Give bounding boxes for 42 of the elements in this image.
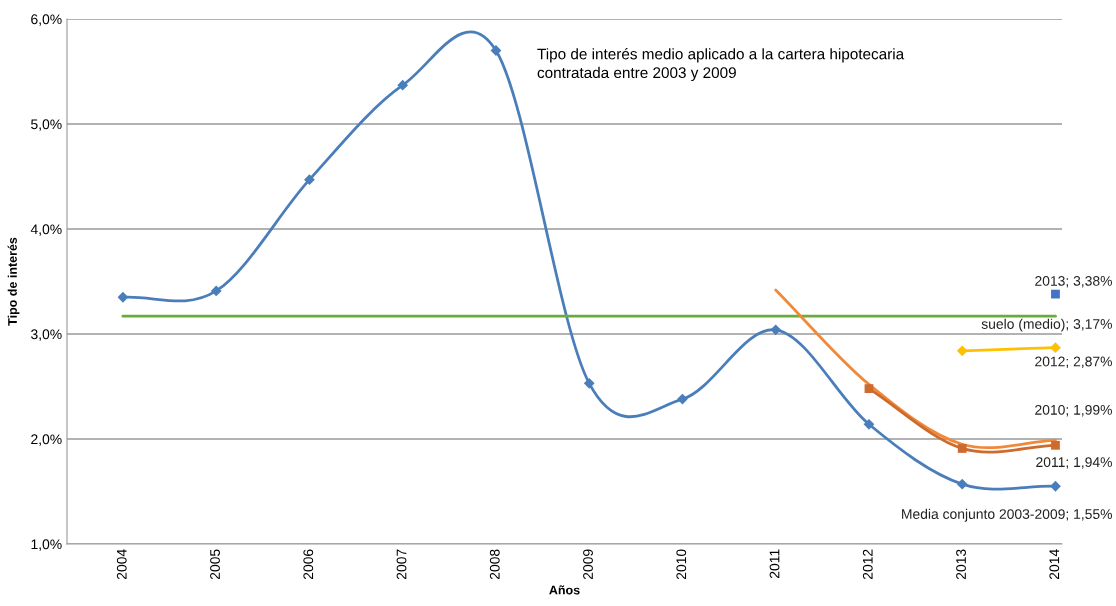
point <box>1050 480 1061 492</box>
data-label: 2011; 1,94% <box>1036 457 1112 469</box>
point <box>770 324 782 336</box>
point <box>956 345 968 357</box>
x-tick-label: 2009 <box>583 549 593 580</box>
point <box>117 291 129 303</box>
data-label: suelo (medio); 3,17% <box>981 318 1112 332</box>
point <box>304 174 315 186</box>
y-tick-label: 6,0% <box>31 14 62 26</box>
x-tick-label: 2004 <box>116 549 127 580</box>
annotation: Tipo de interés medio aplicado a la cartera hipotecaria contratada entre 2003 y 2009 <box>537 48 905 82</box>
y-axis-title: Tipo de interés <box>7 237 20 326</box>
point <box>956 478 968 490</box>
point <box>1051 440 1060 450</box>
x-tick-label: 2013 <box>956 549 966 580</box>
point <box>957 444 967 453</box>
point <box>864 384 874 393</box>
x-tick-label: 2005 <box>210 549 220 580</box>
point <box>677 393 688 405</box>
x-tick-label: 2006 <box>303 549 314 580</box>
x-tick-label: 2014 <box>1049 549 1060 580</box>
point <box>210 285 222 297</box>
x-tick-label: 2011 <box>769 549 780 579</box>
y-tick-label: 2,0% <box>31 434 62 446</box>
y-tick-label: 1,0% <box>31 539 62 551</box>
y-tick-label: 4,0% <box>30 224 62 236</box>
x-tick-label: 2012 <box>862 549 873 580</box>
point <box>1050 342 1061 354</box>
x-tick-label: 2007 <box>396 549 407 580</box>
x-tick-label: 2010 <box>676 549 687 580</box>
point <box>397 79 409 91</box>
x-tick-label: 2008 <box>489 549 500 580</box>
data-label: Media conjunto 2003-2009; 1,55% <box>902 508 1112 522</box>
y-tick-label: 5,0% <box>31 119 62 131</box>
data-label: 2012; 2,87% <box>1035 356 1112 369</box>
data-label: 2010; 1,99% <box>1035 404 1112 417</box>
x-axis-title: Años <box>549 585 580 595</box>
y-tick-label: 3,0% <box>31 329 62 341</box>
point <box>863 418 875 430</box>
point <box>583 377 595 389</box>
point <box>1051 289 1060 299</box>
data-label: 2013; 3,38% <box>1035 275 1112 288</box>
